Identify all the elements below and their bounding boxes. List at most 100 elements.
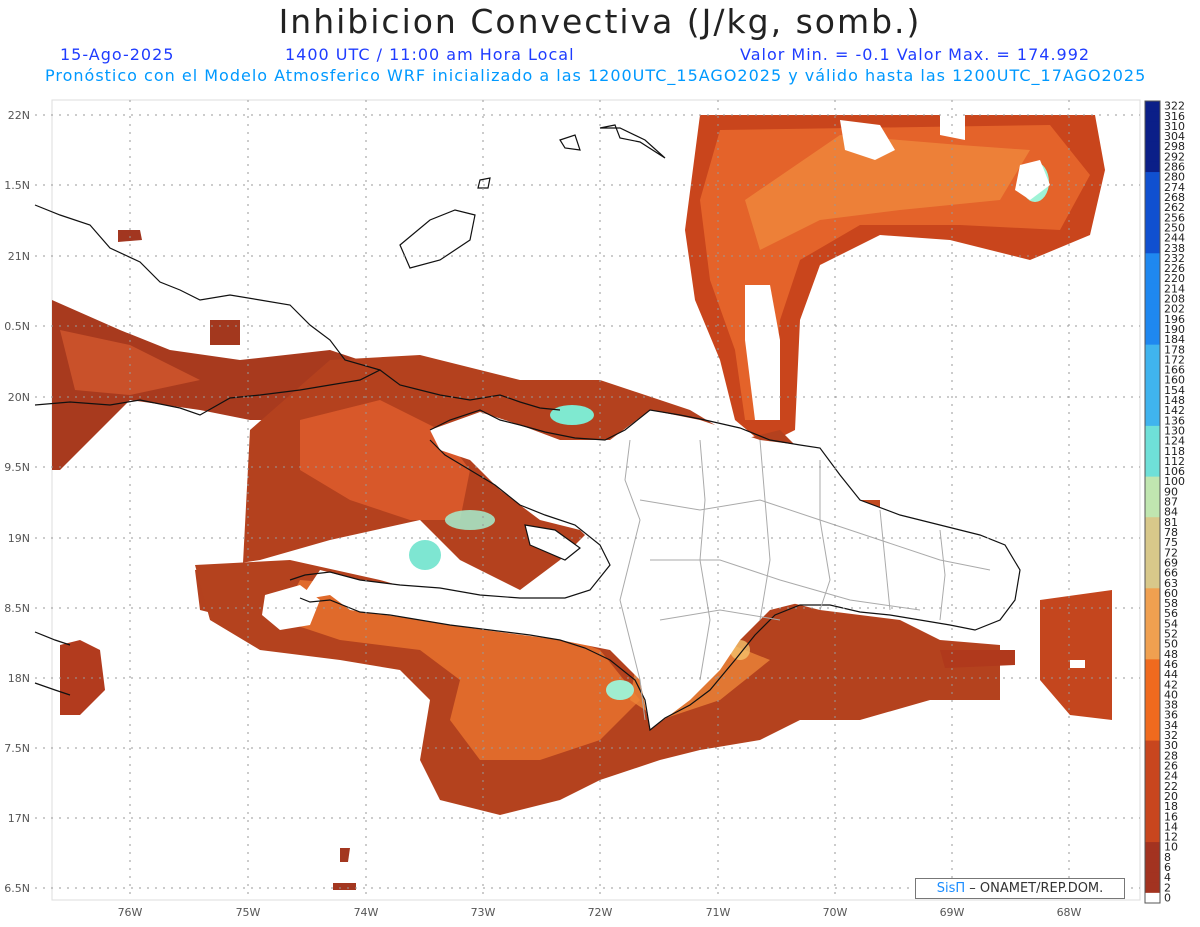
model-description: Pronóstico con el Modelo Atmosferico WRF… <box>45 66 1147 85</box>
colorbar-swatch <box>1145 344 1160 356</box>
colorbar-swatch <box>1145 659 1160 671</box>
colorbar-swatch <box>1145 324 1160 335</box>
colorbar-label: 10 <box>1164 841 1178 854</box>
colorbar-label: 160 <box>1164 374 1185 387</box>
colorbar-label: 142 <box>1164 404 1185 417</box>
coastlines <box>34 124 1021 732</box>
colorbar-swatch <box>1145 182 1160 193</box>
colorbar-label: 6 <box>1164 861 1171 874</box>
colorbar-label: 24 <box>1164 770 1178 783</box>
colorbar-label: 220 <box>1164 272 1185 285</box>
colorbar-swatch <box>1145 354 1160 366</box>
colorbar-swatch <box>1145 892 1160 904</box>
colorbar-swatch <box>1145 273 1160 285</box>
colorbar-label: 238 <box>1164 242 1185 255</box>
lat-label: 1.5N <box>4 179 30 192</box>
colorbar-label: 268 <box>1164 191 1185 204</box>
colorbar-label: 304 <box>1164 130 1185 143</box>
colorbar-swatch <box>1145 283 1160 295</box>
colorbar-swatch <box>1145 364 1160 376</box>
credit-brand: SisΠ <box>936 881 966 896</box>
colorbar-label: 280 <box>1164 171 1185 184</box>
colorbar-swatch <box>1145 466 1160 478</box>
colorbar-swatch <box>1145 263 1160 275</box>
colorbar-label: 42 <box>1164 678 1178 691</box>
colorbar-swatch <box>1145 771 1160 782</box>
colorbar-label: 48 <box>1164 648 1178 661</box>
colorbar-label: 2 <box>1164 881 1171 894</box>
colorbar-swatch <box>1145 314 1160 325</box>
colorbar-swatch <box>1145 476 1160 488</box>
colorbar-label: 63 <box>1164 577 1178 590</box>
colorbar-label: 78 <box>1164 526 1178 539</box>
colorbar-swatch <box>1145 628 1160 640</box>
colorbar-label: 232 <box>1164 252 1185 265</box>
colorbar-label: 202 <box>1164 303 1185 316</box>
colorbar-swatch <box>1145 811 1160 823</box>
colorbar-label: 100 <box>1164 475 1185 488</box>
lat-label: 22N <box>8 109 30 122</box>
colorbar-label: 310 <box>1164 120 1185 133</box>
colorbar-label: 69 <box>1164 556 1178 569</box>
colorbar-swatch <box>1145 141 1160 153</box>
colorbar-swatch <box>1145 801 1160 813</box>
colorbar-swatch <box>1145 161 1160 173</box>
longitude-labels: 76W 75W 74W 73W 72W 71W 70W 69W 68W <box>118 906 1082 919</box>
colorbar-swatch <box>1145 456 1160 467</box>
colorbar-swatch <box>1145 669 1160 681</box>
colorbar-label: 22 <box>1164 780 1178 793</box>
colorbar-label: 226 <box>1164 262 1185 275</box>
lat-label: 7.5N <box>4 742 30 755</box>
province-borders <box>619 439 991 721</box>
colorbar-swatch <box>1145 872 1160 884</box>
colorbar-label: 130 <box>1164 424 1185 437</box>
colorbar-swatch <box>1145 689 1160 701</box>
colorbar-swatch <box>1145 699 1160 711</box>
colorbar-label: 148 <box>1164 394 1185 407</box>
colorbar-swatch <box>1145 852 1160 863</box>
credit-text: – ONAMET/REP.DOM. <box>969 881 1104 896</box>
colorbar-label: 112 <box>1164 455 1185 468</box>
colorbar-swatch <box>1145 720 1160 731</box>
lat-label: 19N <box>8 532 30 545</box>
colorbar-label: 178 <box>1164 343 1185 356</box>
colorbar-label: 56 <box>1164 607 1178 620</box>
colorbar-label: 154 <box>1164 384 1185 397</box>
colorbar-swatch <box>1145 212 1160 224</box>
colorbar-label: 90 <box>1164 485 1178 498</box>
forecast-time: 1400 UTC / 11:00 am Hora Local <box>285 45 575 64</box>
colorbar-label: 36 <box>1164 709 1178 722</box>
colorbar-swatch <box>1145 232 1160 244</box>
colorbar-label: 66 <box>1164 567 1178 580</box>
credit-box: SisΠ – ONAMET/REP.DOM. <box>915 878 1125 899</box>
lon-label: 74W <box>354 906 379 919</box>
colorbar-swatch <box>1145 567 1160 579</box>
colorbar-swatch <box>1145 598 1160 610</box>
colorbar-swatch <box>1145 537 1160 549</box>
colorbar-swatch <box>1145 557 1160 569</box>
colorbar-swatch <box>1145 588 1160 599</box>
colorbar-swatch <box>1145 202 1160 214</box>
map-title: Inhibicion Convectiva (J/kg, somb.) <box>278 2 922 41</box>
colorbar-label: 44 <box>1164 668 1178 681</box>
colorbar-swatch <box>1145 395 1160 407</box>
colorbar-swatch <box>1145 446 1160 457</box>
colorbar-label: 12 <box>1164 831 1178 844</box>
colorbar-label: 30 <box>1164 739 1178 752</box>
lon-label: 70W <box>823 906 848 919</box>
colorbar-swatch <box>1145 425 1160 437</box>
colorbar-swatch <box>1145 882 1160 894</box>
colorbar-label: 54 <box>1164 617 1178 630</box>
colorbar-label: 106 <box>1164 465 1185 478</box>
min-max-values: Valor Min. = -0.1 Valor Max. = 174.992 <box>740 45 1091 64</box>
colorbar-label: 81 <box>1164 516 1178 529</box>
lat-label: 6.5N <box>4 882 30 895</box>
colorbar-label: 214 <box>1164 282 1185 295</box>
graticule <box>35 100 1140 900</box>
colorbar-swatch <box>1145 781 1160 792</box>
colorbar-swatch <box>1145 385 1160 396</box>
colorbar-label: 84 <box>1164 506 1178 519</box>
colorbar-swatch <box>1145 243 1160 254</box>
colorbar-label: 18 <box>1164 800 1178 813</box>
